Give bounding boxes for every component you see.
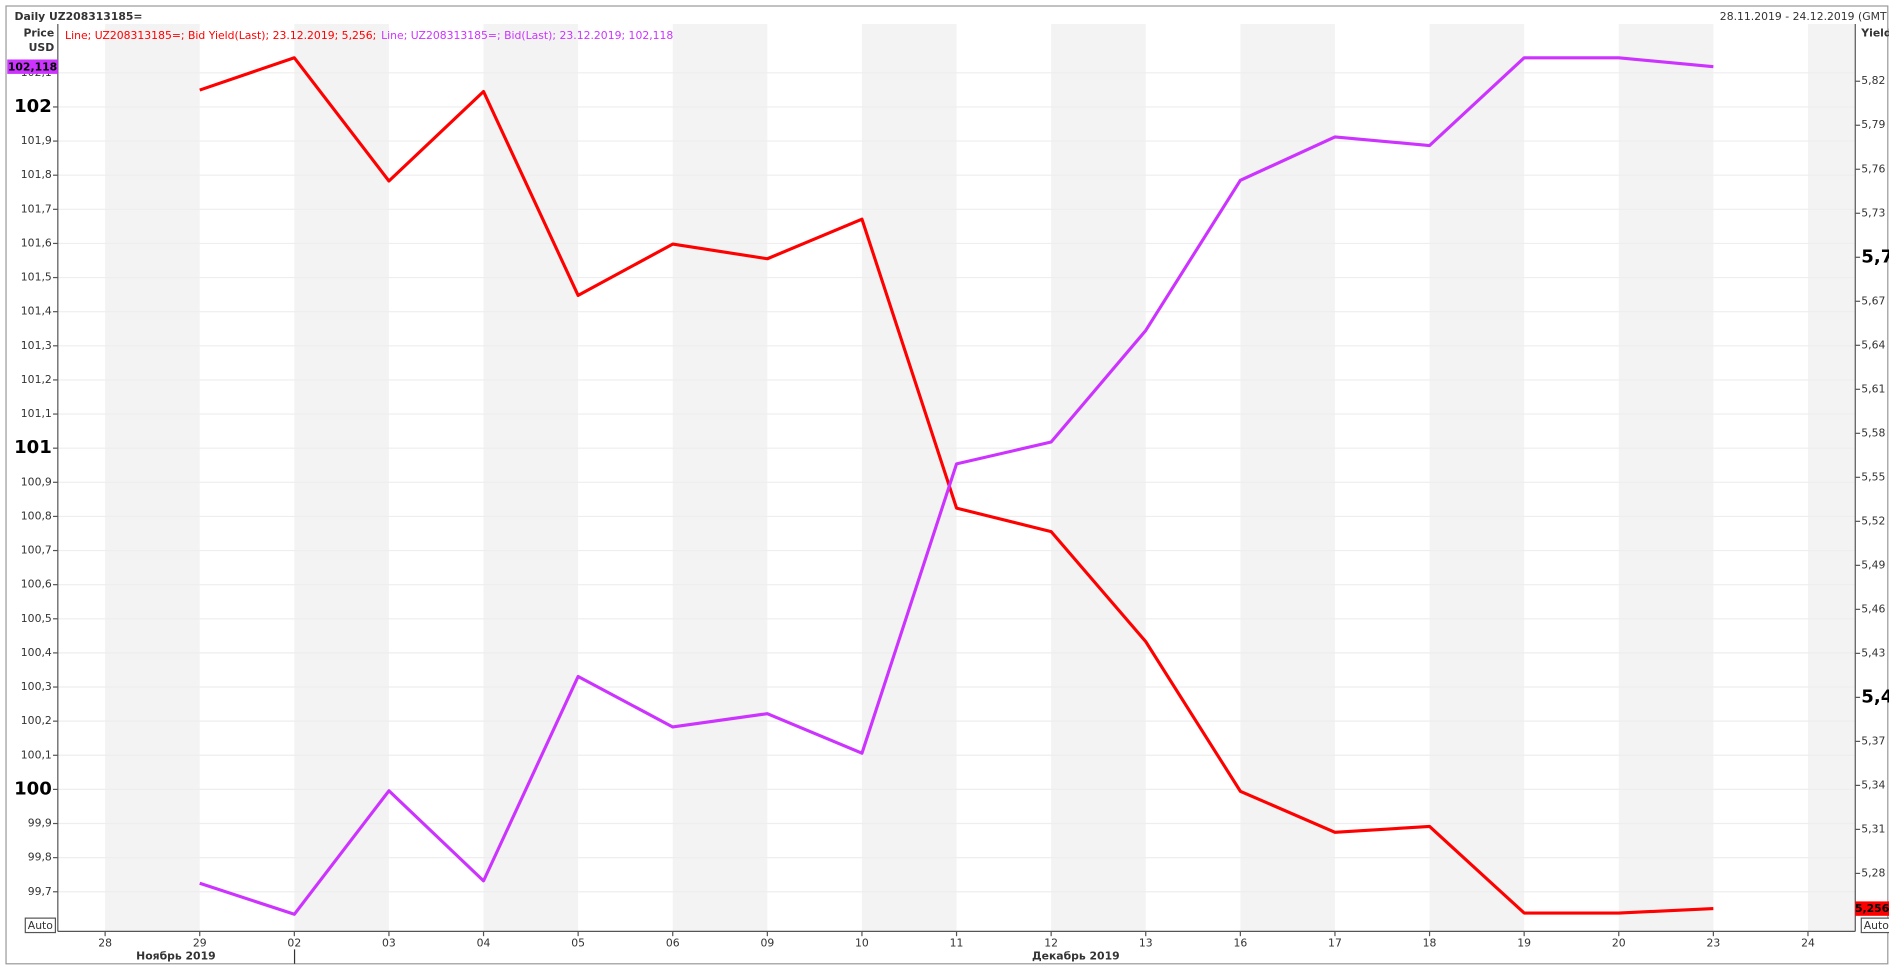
y-tick-label: 101,7 <box>21 202 52 215</box>
y-tick-label: 101,5 <box>21 271 52 284</box>
x-tick-label: 16 <box>1233 936 1247 949</box>
band <box>672 24 768 932</box>
band <box>1807 24 1856 932</box>
x-tick-label: 29 <box>193 936 207 949</box>
series-line <box>199 56 1714 915</box>
y2-tick-label: 5,76 <box>1861 162 1885 175</box>
y2-tick-label: 5,73 <box>1861 206 1885 219</box>
y-tick-label: 100,5 <box>21 612 52 625</box>
x-tick-label: 09 <box>760 936 774 949</box>
y-tick-label: 100,3 <box>21 680 52 693</box>
y-tick-label: 100,4 <box>21 646 52 659</box>
x-tick-label: 20 <box>1612 936 1626 949</box>
y2-tick-label: 5,7 <box>1861 246 1889 267</box>
y2-tick-label: 5,58 <box>1861 426 1885 439</box>
y2-tick-label: 5,82 <box>1861 74 1885 87</box>
y-tick-label: 100,2 <box>21 714 52 727</box>
y2-tick-label: 5,46 <box>1861 602 1885 615</box>
x-tick-label: 24 <box>1801 936 1815 949</box>
band <box>861 24 957 932</box>
y-tick-label: 101,6 <box>21 236 52 249</box>
auto-button-box[interactable] <box>1860 917 1889 934</box>
y-tick-label: 101,8 <box>21 168 52 181</box>
y2-tick-label: 5,67 <box>1861 294 1885 307</box>
y2-tick-label: 5,31 <box>1861 822 1885 835</box>
x-tick-label: 10 <box>855 936 869 949</box>
x-tick-label: 19 <box>1517 936 1531 949</box>
band <box>1051 24 1146 932</box>
y-tick-label: 100,6 <box>21 578 52 591</box>
legend: Line; UZ208313185=; Bid Yield(Last); 23.… <box>65 29 673 42</box>
legend-entry: Line; UZ208313185=; Bid(Last); 23.12.201… <box>381 29 673 42</box>
y2-tick-label: 5,28 <box>1861 866 1885 879</box>
y-tick-label: 101,1 <box>21 407 52 420</box>
y2-tick-label: 5,34 <box>1861 778 1885 791</box>
y-tick-label: 100,8 <box>21 509 52 522</box>
month-label: Ноябрь 2019 <box>136 950 216 963</box>
band <box>1429 24 1525 932</box>
y-tick-label: 100,9 <box>21 475 52 488</box>
y2-tick-label: 5,52 <box>1861 514 1885 527</box>
band <box>483 24 579 932</box>
y-tick-label: 100,1 <box>21 748 52 761</box>
x-tick-label: 28 <box>98 936 112 949</box>
y2-tick-label: 5,37 <box>1861 734 1885 747</box>
x-tick-label: 17 <box>1328 936 1342 949</box>
y-tick-label: 101,4 <box>21 305 52 318</box>
band <box>1618 24 1714 932</box>
auto-button[interactable]: Auto <box>1860 917 1889 934</box>
y2-tick-label: 5,61 <box>1861 382 1885 395</box>
band <box>105 24 200 932</box>
y-tick-label: 101,3 <box>21 339 52 352</box>
value-badge <box>1855 901 1889 916</box>
y-tick-label: 99,8 <box>28 851 52 864</box>
x-tick-label: 23 <box>1706 936 1720 949</box>
y2-tick-label: 5,64 <box>1861 338 1885 351</box>
value-label: 5,256 <box>1855 902 1889 915</box>
x-tick-label: 12 <box>1044 936 1058 949</box>
legend-entry: Line; UZ208313185=; Bid Yield(Last); 23.… <box>65 29 376 42</box>
y-tick-label: 101 <box>14 437 52 458</box>
y2-tick-label: 5,49 <box>1861 558 1885 571</box>
month-label: Декабрь 2019 <box>1032 950 1120 963</box>
y-tick-label: 100 <box>14 778 52 799</box>
y2-tick-label: 5,4 <box>1861 686 1889 707</box>
y-unit: USD <box>29 41 55 54</box>
y-tick-label: 101,9 <box>21 134 52 147</box>
chart-title: Daily UZ208313185= <box>14 10 142 23</box>
x-tick-label: 06 <box>666 936 680 949</box>
y-title: Price <box>23 27 54 40</box>
x-tick-label: 03 <box>382 936 396 949</box>
y-tick-label: 99,7 <box>28 885 52 898</box>
value-label: 102,118 <box>8 60 57 73</box>
value-badge <box>7 59 58 74</box>
y2-title: Yield <box>1860 27 1889 40</box>
x-tick-label: 11 <box>950 936 964 949</box>
x-tick-label: 13 <box>1139 936 1153 949</box>
auto-button-label[interactable]: Auto <box>1864 919 1889 932</box>
y-tick-label: 100,7 <box>21 544 52 557</box>
y-tick-label: 99,9 <box>28 817 52 830</box>
y-tick-label: 102 <box>14 96 52 117</box>
y2-tick-label: 5,55 <box>1861 470 1885 483</box>
y2-tick-label: 5,79 <box>1861 118 1885 131</box>
y-tick-label: 101,2 <box>21 373 52 386</box>
date-range: 28.11.2019 - 24.12.2019 (GMT <box>1720 10 1887 23</box>
y2-tick-label: 5,43 <box>1861 646 1885 659</box>
auto-button[interactable]: Auto <box>24 917 57 934</box>
auto-button-label[interactable]: Auto <box>28 919 54 932</box>
x-tick-label: 04 <box>477 936 491 949</box>
x-tick-label: 02 <box>287 936 301 949</box>
x-tick-label: 05 <box>571 936 585 949</box>
x-tick-label: 18 <box>1423 936 1437 949</box>
series-line <box>199 56 1714 916</box>
auto-button-box[interactable] <box>24 917 57 934</box>
